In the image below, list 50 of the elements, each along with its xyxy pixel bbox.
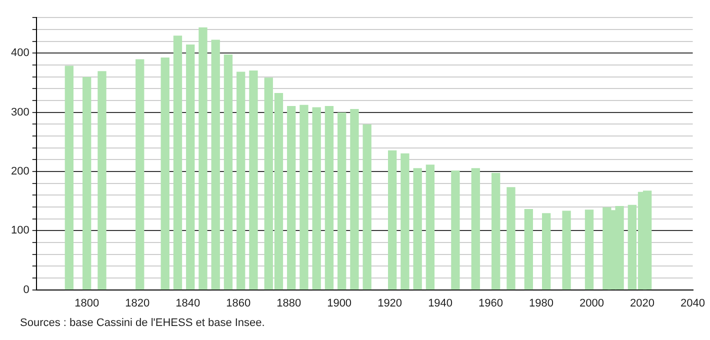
bar	[173, 36, 182, 290]
x-tick-label: 1940	[428, 297, 453, 310]
bar	[388, 150, 397, 290]
y-tick-label: 100	[10, 224, 30, 237]
y-tick-label: 400	[10, 47, 30, 60]
bar	[471, 168, 480, 290]
bar	[562, 210, 571, 290]
bar	[312, 107, 321, 290]
bar	[324, 106, 334, 290]
x-tick-label: 1840	[176, 297, 200, 310]
bar	[300, 104, 308, 290]
bar	[198, 27, 208, 290]
x-tick-label: 2040	[680, 297, 706, 310]
x-tick-label: 1920	[378, 297, 402, 310]
source-note: Sources : base Cassini de l'EHESS et base Insee.	[20, 317, 266, 329]
bar	[584, 210, 594, 290]
bar	[236, 72, 246, 290]
x-tick-label: 2000	[580, 297, 604, 310]
y-tick-label: 200	[10, 165, 30, 178]
y-tick-label: 0	[23, 284, 30, 296]
bar	[400, 153, 410, 290]
bar	[338, 112, 346, 290]
x-tick-label: 2020	[630, 297, 655, 310]
x-tick-label: 1820	[125, 297, 150, 310]
bar	[426, 164, 435, 290]
x-tick-label: 1860	[226, 297, 251, 310]
bar	[136, 59, 144, 290]
bar	[413, 168, 422, 290]
bar	[82, 77, 92, 290]
bar	[542, 213, 551, 290]
bar	[186, 44, 195, 290]
bar	[362, 124, 372, 290]
x-tick-label: 1960	[478, 297, 504, 310]
bar	[451, 170, 460, 290]
bar	[224, 54, 233, 290]
x-tick-label: 1800	[74, 297, 100, 310]
bar	[492, 172, 500, 290]
bar	[64, 66, 74, 290]
bar	[350, 108, 359, 290]
bar	[98, 71, 106, 290]
bar	[287, 106, 296, 290]
x-tick-label: 1900	[327, 297, 352, 310]
x-tick-label: 1980	[529, 297, 554, 310]
bar	[524, 208, 533, 290]
x-tick-label: 1880	[276, 297, 302, 310]
bar	[211, 40, 220, 290]
bar	[506, 187, 516, 290]
bar	[249, 70, 258, 290]
y-tick-label: 300	[10, 106, 30, 118]
bar	[160, 58, 170, 290]
